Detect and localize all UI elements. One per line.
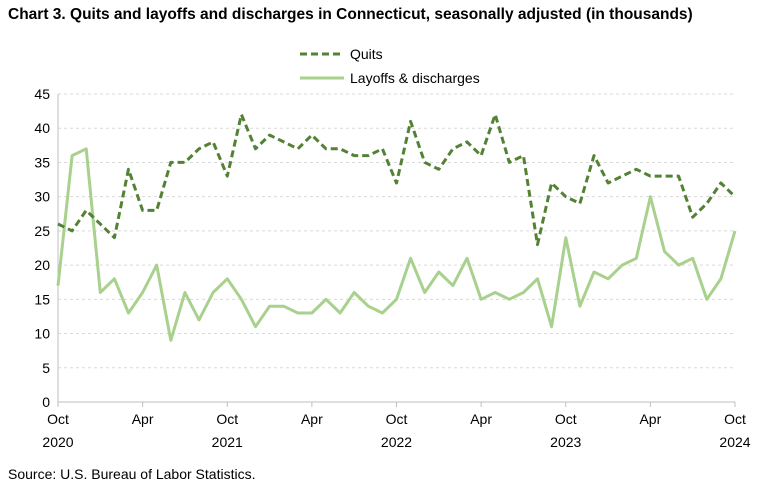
- legend-swatch-quits: [300, 52, 344, 56]
- axes: [57, 94, 736, 407]
- legend-swatch-layoffs: [300, 76, 344, 80]
- gridlines: [58, 93, 735, 369]
- x-tick-month-label: Apr: [470, 411, 492, 427]
- y-tick-label: 15: [34, 291, 50, 307]
- y-tick-label: 45: [34, 86, 50, 102]
- y-tick-label: 10: [34, 326, 50, 342]
- y-tick-label: 35: [34, 154, 50, 170]
- x-tick-month-label: Apr: [301, 411, 323, 427]
- y-tick-label: 5: [42, 360, 50, 376]
- legend-item-quits: Quits: [300, 42, 480, 66]
- x-tick-year-label: 2022: [381, 434, 412, 450]
- series-line-quits: [57, 113, 737, 247]
- x-tick-month-label: Oct: [555, 411, 577, 427]
- x-tick-year-label: 2021: [212, 434, 243, 450]
- legend-item-layoffs: Layoffs & discharges: [300, 66, 480, 90]
- y-tick-label: 20: [34, 257, 50, 273]
- x-tick-month-label: Oct: [47, 411, 69, 427]
- x-tick-month-label: Oct: [724, 411, 746, 427]
- x-tick-year-label: 2024: [719, 434, 750, 450]
- x-tick-year-label: 2020: [42, 434, 73, 450]
- y-tick-label: 40: [34, 120, 50, 136]
- tick-labels: 0 5 10 15 20 25 30 35 40 45 Oct 2020 Apr Oct 2021 Apr Oc…: [34, 86, 750, 450]
- chart-title: Chart 3. Quits and layoffs and discharge…: [8, 6, 693, 23]
- y-tick-label: 25: [34, 223, 50, 239]
- x-tick-month-label: Apr: [132, 411, 154, 427]
- source-note: Source: U.S. Bureau of Labor Statistics.: [8, 466, 256, 482]
- x-tick-year-label: 2023: [550, 434, 581, 450]
- x-tick-month-label: Apr: [639, 411, 661, 427]
- x-tick-month-label: Oct: [386, 411, 408, 427]
- series-line-layoffs-discharges: [56, 147, 737, 342]
- y-tick-label: 30: [34, 189, 50, 205]
- series: [56, 113, 737, 342]
- legend-label-quits: Quits: [350, 46, 383, 62]
- legend-label-layoffs: Layoffs & discharges: [350, 70, 480, 86]
- x-tick-month-label: Oct: [216, 411, 238, 427]
- legend: Quits Layoffs & discharges: [300, 42, 480, 90]
- y-tick-label: 0: [42, 394, 50, 410]
